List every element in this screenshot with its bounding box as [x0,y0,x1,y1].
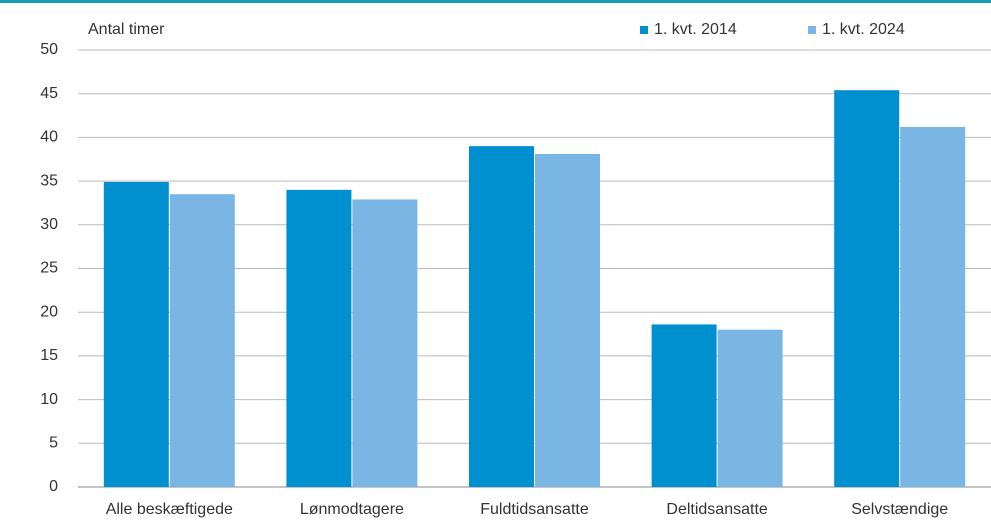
y-tick-label: 10 [40,391,58,408]
bar [535,154,600,488]
y-tick-label: 45 [40,85,58,102]
bar [900,126,966,488]
bar [717,329,783,487]
y-tick-label: 30 [40,216,58,233]
legend-swatch [808,26,816,34]
bar [286,189,352,487]
legend-swatch [640,26,648,34]
y-tick-label: 20 [40,303,58,320]
y-axis-label: Antal timer [88,21,165,38]
y-tick-label: 50 [40,41,58,58]
y-tick-label: 0 [49,478,58,495]
x-tick-label: Selvstændige [851,501,948,518]
bar [169,194,235,487]
y-tick-label: 15 [40,347,58,364]
bar [352,199,418,488]
bar [651,324,717,487]
y-tick-label: 40 [40,129,58,146]
legend-label: 1. kvt. 2014 [654,21,737,38]
y-tick-label: 25 [40,260,58,277]
x-tick-label: Lønmodtagere [300,501,404,518]
legend-label: 1. kvt. 2024 [822,21,905,38]
bar [103,181,169,487]
x-tick-label: Alle beskæftigede [106,501,233,518]
x-tick-label: Deltidsansatte [666,501,767,518]
x-tick-label: Fuldtidsansatte [480,501,589,518]
bar [469,146,534,487]
y-tick-label: 5 [49,435,58,452]
y-tick-label: 35 [40,172,58,189]
bar [834,90,900,487]
